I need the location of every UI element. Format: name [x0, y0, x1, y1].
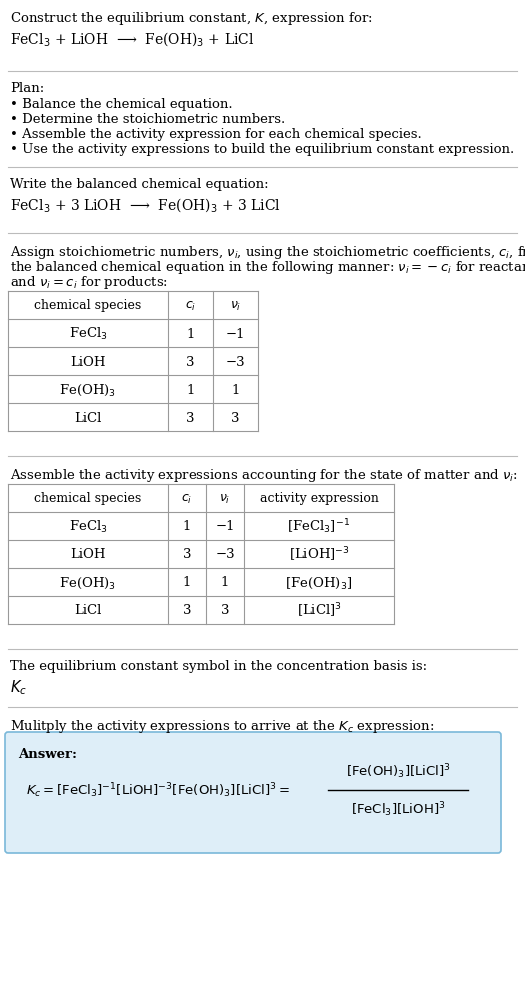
Text: Assemble the activity expressions accounting for the state of matter and $\nu_i$: Assemble the activity expressions accoun…	[10, 466, 518, 483]
Text: $[\mathrm{Fe(OH)_3}][\mathrm{LiCl}]^3$: $[\mathrm{Fe(OH)_3}][\mathrm{LiCl}]^3$	[345, 762, 450, 780]
Text: 3: 3	[186, 355, 195, 368]
FancyBboxPatch shape	[5, 732, 501, 854]
Text: $\nu_i$: $\nu_i$	[230, 299, 241, 312]
Text: FeCl$_3$: FeCl$_3$	[69, 519, 107, 535]
Text: $[\mathrm{FeCl_3}][\mathrm{LiOH}]^3$: $[\mathrm{FeCl_3}][\mathrm{LiOH}]^3$	[351, 799, 445, 818]
Text: [LiOH]$^{-3}$: [LiOH]$^{-3}$	[289, 546, 350, 564]
Text: $K_c$: $K_c$	[10, 677, 27, 696]
Text: −3: −3	[226, 355, 245, 368]
Text: chemical species: chemical species	[34, 492, 142, 505]
Bar	[8, 484, 394, 625]
Text: Plan:: Plan:	[10, 82, 44, 95]
Text: 3: 3	[183, 548, 191, 561]
Text: 1: 1	[232, 383, 240, 396]
Text: LiCl: LiCl	[75, 411, 102, 424]
Text: • Assemble the activity expression for each chemical species.: • Assemble the activity expression for e…	[10, 127, 422, 140]
Text: chemical species: chemical species	[34, 299, 142, 312]
Text: −1: −1	[226, 327, 245, 340]
Text: Mulitply the activity expressions to arrive at the $K_c$ expression:: Mulitply the activity expressions to arr…	[10, 717, 434, 734]
Text: 1: 1	[186, 383, 195, 396]
Text: FeCl$_3$: FeCl$_3$	[69, 326, 107, 342]
Text: 3: 3	[220, 604, 229, 617]
Text: and $\nu_i = c_i$ for products:: and $\nu_i = c_i$ for products:	[10, 274, 168, 291]
Text: 1: 1	[221, 576, 229, 589]
Text: [Fe(OH)$_3$]: [Fe(OH)$_3$]	[285, 575, 353, 590]
Text: [FeCl$_3$]$^{-1}$: [FeCl$_3$]$^{-1}$	[288, 518, 351, 536]
Text: Write the balanced chemical equation:: Write the balanced chemical equation:	[10, 178, 269, 191]
Text: • Balance the chemical equation.: • Balance the chemical equation.	[10, 98, 233, 111]
Text: LiCl: LiCl	[75, 604, 102, 617]
Text: [LiCl]$^3$: [LiCl]$^3$	[297, 601, 341, 620]
Text: 1: 1	[186, 327, 195, 340]
Text: Fe(OH)$_3$: Fe(OH)$_3$	[59, 575, 117, 590]
Text: $c_i$: $c_i$	[185, 299, 196, 312]
Text: • Determine the stoichiometric numbers.: • Determine the stoichiometric numbers.	[10, 113, 285, 125]
Text: −1: −1	[215, 520, 235, 533]
Text: 1: 1	[183, 576, 191, 589]
Text: LiOH: LiOH	[70, 548, 106, 561]
Text: FeCl$_3$ + LiOH  ⟶  Fe(OH)$_3$ + LiCl: FeCl$_3$ + LiOH ⟶ Fe(OH)$_3$ + LiCl	[10, 30, 254, 48]
Bar	[8, 292, 258, 431]
Text: LiOH: LiOH	[70, 355, 106, 368]
Text: 3: 3	[183, 604, 191, 617]
Text: • Use the activity expressions to build the equilibrium constant expression.: • Use the activity expressions to build …	[10, 142, 514, 155]
Text: activity expression: activity expression	[259, 492, 379, 505]
Text: −3: −3	[215, 548, 235, 561]
Text: The equilibrium constant symbol in the concentration basis is:: The equilibrium constant symbol in the c…	[10, 659, 427, 672]
Text: Fe(OH)$_3$: Fe(OH)$_3$	[59, 382, 117, 397]
Text: $K_c = [\mathrm{FeCl_3}]^{-1}[\mathrm{LiOH}]^{-3}[\mathrm{Fe(OH)_3}][\mathrm{LiC: $K_c = [\mathrm{FeCl_3}]^{-1}[\mathrm{Li…	[26, 781, 290, 799]
Text: Answer:: Answer:	[18, 747, 77, 760]
Text: the balanced chemical equation in the following manner: $\nu_i = -c_i$ for react: the balanced chemical equation in the fo…	[10, 259, 525, 276]
Text: $\nu_i$: $\nu_i$	[219, 491, 230, 506]
Text: 3: 3	[231, 411, 240, 424]
Text: 1: 1	[183, 520, 191, 533]
Text: FeCl$_3$ + 3 LiOH  ⟶  Fe(OH)$_3$ + 3 LiCl: FeCl$_3$ + 3 LiOH ⟶ Fe(OH)$_3$ + 3 LiCl	[10, 196, 281, 214]
Text: 3: 3	[186, 411, 195, 424]
Text: Construct the equilibrium constant, $K$, expression for:: Construct the equilibrium constant, $K$,…	[10, 10, 373, 27]
Text: Assign stoichiometric numbers, $\nu_i$, using the stoichiometric coefficients, $: Assign stoichiometric numbers, $\nu_i$, …	[10, 244, 525, 261]
Text: $c_i$: $c_i$	[181, 491, 193, 506]
